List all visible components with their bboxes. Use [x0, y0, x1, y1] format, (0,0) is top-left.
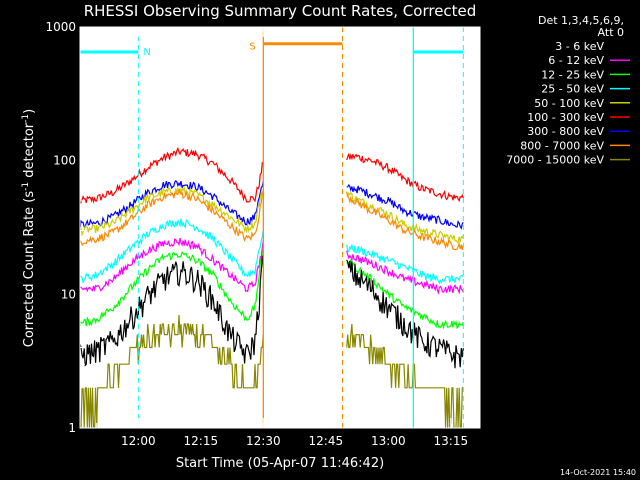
x-tick-label-1200: 12:00: [121, 434, 156, 448]
legend-entry-label-5: 50 - 100 keV: [534, 97, 604, 110]
series-6-12keV-segment-1: [79, 237, 264, 293]
x-tick-label-1315: 13:15: [434, 434, 469, 448]
series-3-6keV-segment-2: [346, 259, 464, 369]
series-6-12keV-segment-2: [346, 250, 464, 296]
legend-entry-label-7: 300 - 800 keV: [527, 125, 604, 138]
series-50-100keV-segment-2: [346, 191, 464, 244]
series-300-800keV-segment-1: [79, 180, 264, 229]
y-tick-label-1: 1: [68, 421, 76, 435]
series-12-25keV-segment-2: [346, 258, 464, 330]
legend-entry-label-1: 3 - 6 keV: [555, 40, 604, 53]
legend-header-line-1: Det 1,3,4,5,6,9,: [538, 14, 624, 27]
night-marker-label: N: [143, 47, 150, 58]
series-800-7000keV-segment-1: [79, 188, 264, 246]
y-tick-label-10: 10: [61, 287, 76, 301]
series-300-800keV-segment-2: [346, 183, 464, 230]
legend-entry-label-2: 6 - 12 keV: [548, 54, 604, 67]
series-800-7000keV-segment-2: [346, 191, 464, 251]
y-axis-label-part-1: Corrected Count Rate (s: [22, 191, 37, 348]
footer-timestamp: 14-Oct-2021 15:40: [560, 468, 636, 477]
series-12-25keV-segment-1: [79, 250, 264, 327]
x-tick-label-1215: 12:15: [184, 434, 219, 448]
plot-frame: [79, 26, 481, 429]
legend-entry-label-9: 7000 - 15000 keV: [506, 154, 604, 167]
series-7000-15000keV-segment-1: [80, 314, 264, 429]
legend-entry-label-6: 100 - 300 keV: [527, 111, 604, 124]
series-100-300keV-segment-1: [79, 146, 264, 205]
y-axis-label-sup-1: -1: [21, 182, 31, 191]
y-axis-label-sup-2: -1: [21, 114, 31, 123]
y-axis-label-part-2: detector: [22, 122, 37, 182]
legend-entry-label-3: 12 - 25 keV: [541, 68, 604, 81]
x-tick-label-1245: 12:45: [309, 434, 344, 448]
y-axis-label-part-3: ): [22, 109, 37, 114]
y-tick-label-100: 100: [53, 154, 76, 168]
legend-entry-label-8: 800 - 7000 keV: [520, 139, 604, 152]
legend-header-line-2: Att 0: [598, 26, 624, 39]
series-100-300keV-segment-2: [346, 153, 464, 203]
x-axis-label: Start Time (05-Apr-07 11:46:42): [176, 456, 384, 471]
legend-entry-label-4: 25 - 50 keV: [541, 83, 604, 96]
x-tick-label-1230: 12:30: [246, 434, 281, 448]
series-25-50keV-segment-2: [346, 244, 464, 285]
chart-title: RHESSI Observing Summary Count Rates, Co…: [84, 2, 477, 20]
x-tick-label-1300: 13:00: [371, 434, 406, 448]
y-axis-label: Corrected Count Rate (s-1 detector-1): [21, 109, 37, 347]
saa-marker-label: S: [249, 42, 255, 53]
series-7000-15000keV-segment-2: [346, 323, 464, 429]
series-3-6keV-segment-1: [79, 255, 264, 367]
series-25-50keV-segment-1: [79, 218, 264, 285]
y-tick-label-1000: 1000: [45, 20, 76, 34]
